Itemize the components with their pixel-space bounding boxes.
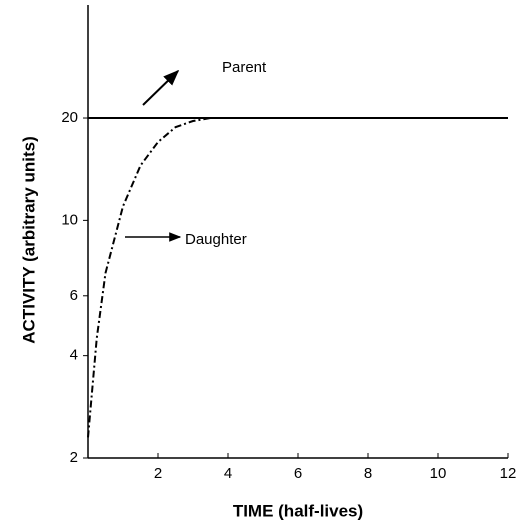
y-tick-label: 20 — [61, 109, 78, 126]
y-axis-label: ACTIVITY (arbitrary units) — [19, 136, 38, 344]
x-tick-label: 10 — [430, 465, 447, 482]
y-tick-label: 6 — [70, 287, 78, 304]
y-tick-label: 10 — [61, 211, 78, 228]
x-tick-label: 2 — [154, 465, 162, 482]
parent-label: Parent — [222, 59, 267, 76]
y-tick-label: 4 — [70, 347, 78, 364]
parent-arrow — [142, 69, 180, 106]
x-tick-label: 6 — [294, 465, 302, 482]
x-tick-label: 12 — [500, 465, 517, 482]
x-axis-label: TIME (half-lives) — [233, 501, 363, 520]
x-tick-label: 4 — [224, 465, 232, 482]
series-line — [87, 117, 211, 438]
daughter-label: Daughter — [185, 231, 247, 248]
x-tick-label: 8 — [364, 465, 372, 482]
y-tick-label: 2 — [70, 449, 78, 466]
